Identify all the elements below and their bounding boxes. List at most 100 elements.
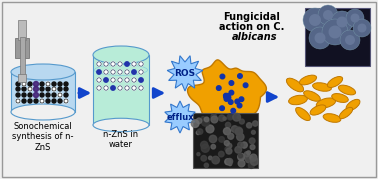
Circle shape <box>323 10 333 20</box>
Circle shape <box>227 143 232 148</box>
Circle shape <box>40 87 44 91</box>
Circle shape <box>229 81 234 85</box>
Circle shape <box>34 81 39 86</box>
Circle shape <box>201 118 209 126</box>
Circle shape <box>22 93 26 97</box>
Circle shape <box>245 155 253 163</box>
Circle shape <box>233 113 240 121</box>
Circle shape <box>219 115 225 121</box>
Circle shape <box>226 148 232 154</box>
Circle shape <box>249 138 255 144</box>
Circle shape <box>227 114 233 120</box>
Circle shape <box>64 99 68 103</box>
Circle shape <box>196 131 200 135</box>
FancyBboxPatch shape <box>15 38 29 58</box>
Circle shape <box>224 141 229 146</box>
Polygon shape <box>187 60 266 131</box>
Circle shape <box>245 152 249 157</box>
Circle shape <box>125 62 129 66</box>
Circle shape <box>237 116 240 119</box>
Circle shape <box>34 93 39 98</box>
Circle shape <box>246 123 252 128</box>
Ellipse shape <box>346 99 360 111</box>
Circle shape <box>220 74 225 79</box>
Circle shape <box>212 156 220 164</box>
Circle shape <box>132 70 136 74</box>
Circle shape <box>211 114 217 120</box>
Ellipse shape <box>310 105 326 115</box>
Circle shape <box>197 129 203 134</box>
Circle shape <box>40 82 44 86</box>
Circle shape <box>345 35 355 45</box>
Circle shape <box>52 99 56 103</box>
Circle shape <box>224 94 228 99</box>
Ellipse shape <box>339 107 353 119</box>
Circle shape <box>196 118 202 124</box>
Circle shape <box>22 87 26 91</box>
Circle shape <box>251 158 258 165</box>
Circle shape <box>22 82 26 86</box>
Ellipse shape <box>93 46 149 64</box>
Ellipse shape <box>11 64 75 80</box>
Circle shape <box>235 146 242 153</box>
Circle shape <box>248 163 254 168</box>
Circle shape <box>322 19 348 45</box>
Circle shape <box>231 108 235 113</box>
Circle shape <box>139 70 143 74</box>
Circle shape <box>241 142 247 148</box>
Circle shape <box>253 121 258 126</box>
Ellipse shape <box>327 76 342 88</box>
Circle shape <box>247 151 251 154</box>
Circle shape <box>239 154 243 158</box>
Ellipse shape <box>289 95 307 105</box>
Ellipse shape <box>296 107 310 120</box>
Circle shape <box>104 70 108 74</box>
Circle shape <box>64 87 68 91</box>
Circle shape <box>346 9 364 27</box>
FancyBboxPatch shape <box>20 37 25 75</box>
Circle shape <box>211 144 215 149</box>
Circle shape <box>58 93 62 97</box>
Circle shape <box>104 78 108 82</box>
Circle shape <box>40 99 44 103</box>
Circle shape <box>111 62 115 66</box>
Circle shape <box>16 93 20 97</box>
Circle shape <box>231 126 238 132</box>
Circle shape <box>225 147 229 151</box>
Circle shape <box>314 33 325 43</box>
Circle shape <box>46 99 50 103</box>
Circle shape <box>64 93 68 97</box>
Circle shape <box>309 14 321 26</box>
Circle shape <box>206 125 214 133</box>
Circle shape <box>111 78 115 82</box>
Ellipse shape <box>11 104 75 120</box>
Circle shape <box>201 117 205 120</box>
Text: n-ZnS in
water: n-ZnS in water <box>104 130 139 149</box>
Circle shape <box>227 159 232 164</box>
Circle shape <box>238 74 242 78</box>
Circle shape <box>225 159 231 165</box>
Circle shape <box>224 97 229 101</box>
Circle shape <box>204 117 209 122</box>
Circle shape <box>309 27 331 49</box>
Circle shape <box>97 86 101 90</box>
Circle shape <box>46 87 50 91</box>
Ellipse shape <box>93 118 149 132</box>
Circle shape <box>132 62 136 66</box>
Circle shape <box>225 94 230 98</box>
Circle shape <box>204 163 208 167</box>
Circle shape <box>118 86 122 90</box>
Text: Fungicidal: Fungicidal <box>223 12 280 22</box>
Circle shape <box>16 99 20 103</box>
Circle shape <box>353 19 371 37</box>
Circle shape <box>303 8 327 32</box>
Text: action on C.: action on C. <box>219 22 285 32</box>
Ellipse shape <box>287 78 304 92</box>
Circle shape <box>28 93 32 97</box>
Circle shape <box>58 82 62 86</box>
Circle shape <box>52 82 56 86</box>
Circle shape <box>22 99 26 103</box>
Ellipse shape <box>338 85 356 95</box>
Circle shape <box>64 82 68 86</box>
Text: ROS: ROS <box>174 69 195 78</box>
